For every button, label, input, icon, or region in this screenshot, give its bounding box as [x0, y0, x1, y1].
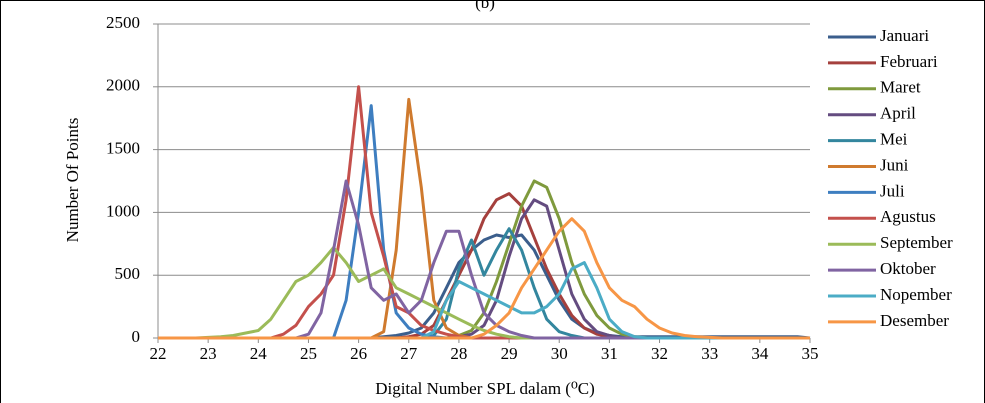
x-tick-label: 32 [651, 344, 668, 363]
x-tick-label: 28 [450, 344, 467, 363]
x-tick-label: 22 [150, 344, 167, 363]
x-tick-label: 23 [200, 344, 217, 363]
x-tick-label: 25 [300, 344, 317, 363]
y-tick-label: 0 [132, 327, 141, 346]
chart-title: (b) [475, 0, 495, 12]
legend-label: September [880, 233, 953, 252]
y-tick-label: 500 [115, 264, 141, 283]
legend-label: April [880, 104, 916, 123]
x-tick-label: 24 [250, 344, 268, 363]
x-axis-label: Digital Number SPL dalam (⁰C) [375, 379, 595, 398]
x-tick-label: 29 [501, 344, 518, 363]
series-line [158, 217, 810, 340]
legend-label: Mei [880, 130, 908, 149]
legend-label: Februari [880, 52, 938, 71]
x-tick-label: 31 [601, 344, 618, 363]
legend-label: Juni [880, 155, 909, 174]
y-axis-label: Number Of Points [63, 118, 82, 243]
series-line [158, 192, 810, 340]
x-tick-label: 30 [551, 344, 568, 363]
y-tick-label: 2500 [106, 13, 140, 32]
y-tick-label: 1500 [106, 139, 140, 158]
legend-label: Januari [880, 26, 929, 45]
x-tick-label: 35 [802, 344, 819, 363]
y-tick-label: 2000 [106, 76, 140, 95]
legend-label: Juli [880, 181, 905, 200]
x-tick-label: 27 [400, 344, 418, 363]
legend-label: Agustus [880, 207, 936, 226]
legend-label: Nopember [880, 285, 952, 304]
legend-label: Desember [880, 311, 949, 330]
series-line [158, 227, 810, 340]
legend-label: Oktober [880, 259, 936, 278]
y-tick-label: 1000 [106, 201, 140, 220]
x-tick-label: 34 [751, 344, 769, 363]
x-tick-label: 26 [350, 344, 367, 363]
legend-label: Maret [880, 78, 921, 97]
x-tick-label: 33 [701, 344, 718, 363]
series-line [158, 179, 810, 340]
